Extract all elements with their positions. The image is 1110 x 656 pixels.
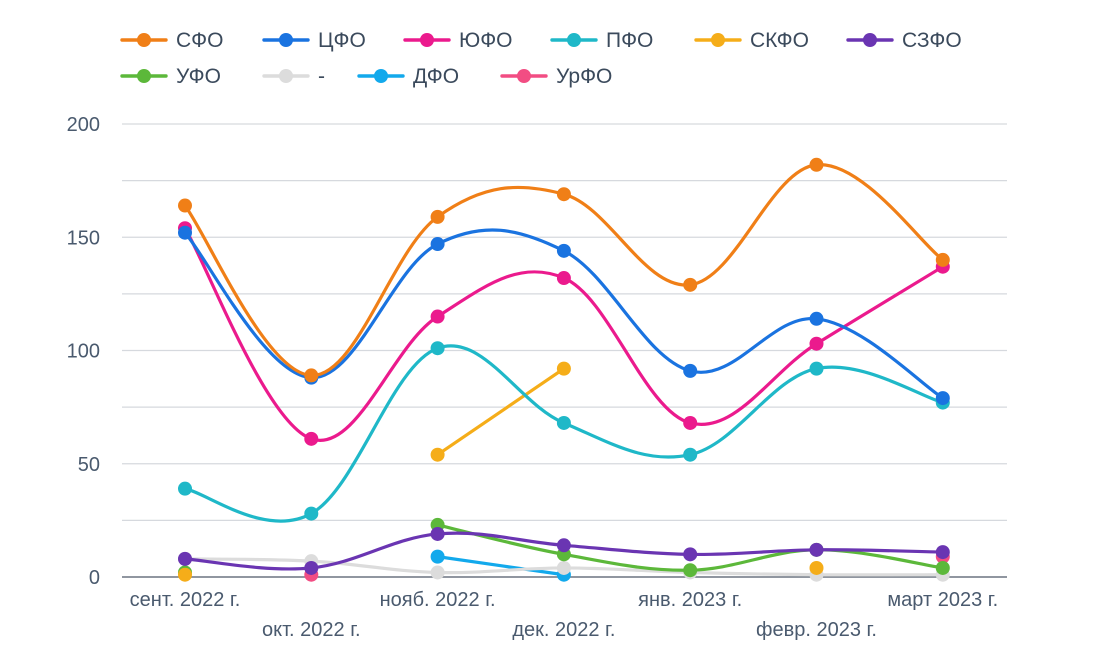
- data-point: [809, 311, 824, 326]
- data-point: [683, 547, 698, 562]
- data-point: [304, 431, 319, 446]
- legend-item[interactable]: ЮФО: [403, 29, 513, 52]
- data-point: [178, 198, 192, 213]
- legend-item[interactable]: СЗФО: [846, 29, 962, 52]
- data-point: [683, 563, 698, 578]
- legend-label: УФО: [176, 65, 221, 88]
- legend-marker: [567, 33, 581, 47]
- x-tick-label: сент. 2022 г.: [130, 589, 241, 611]
- legend-label: ЦФО: [318, 29, 366, 52]
- x-tick-label: окт. 2022 г.: [262, 619, 361, 641]
- series-ЦФО: [178, 225, 950, 406]
- legend-label: СФО: [176, 29, 223, 52]
- legend-item[interactable]: СФО: [120, 29, 223, 52]
- data-point: [430, 237, 445, 252]
- legend: СФО ЦФО ЮФО ПФО СКФО СЗФО УФО - ДФО УрФО: [120, 29, 962, 88]
- series-line: [183, 226, 945, 442]
- data-point: [556, 361, 571, 376]
- data-point: [178, 567, 192, 582]
- data-point: [304, 560, 319, 575]
- data-point: [935, 560, 950, 575]
- data-point: [556, 187, 571, 202]
- y-tick-label: 200: [67, 114, 100, 136]
- data-point: [683, 447, 698, 462]
- data-point: [430, 209, 445, 224]
- data-point: [430, 565, 445, 580]
- data-point: [935, 391, 950, 406]
- data-point: [935, 545, 950, 560]
- data-point: [178, 225, 192, 240]
- data-point: [683, 415, 698, 430]
- y-tick-label: 150: [67, 227, 100, 249]
- legend-label: ПФО: [606, 29, 653, 52]
- y-tick-label: 0: [89, 567, 100, 589]
- data-point: [556, 271, 571, 286]
- data-point: [809, 361, 824, 376]
- x-tick-label: дек. 2022 г.: [512, 619, 615, 641]
- data-point: [430, 447, 445, 462]
- data-point: [556, 538, 571, 553]
- legend-item[interactable]: УрФО: [500, 65, 612, 88]
- data-point: [683, 363, 698, 378]
- legend-label: ДФО: [413, 65, 459, 88]
- data-point: [178, 481, 192, 496]
- data-point: [683, 277, 698, 292]
- x-tick-label: нояб. 2022 г.: [380, 589, 496, 611]
- x-axis: сент. 2022 г. окт. 2022 г. нояб. 2022 г. де…: [130, 589, 999, 641]
- data-point: [430, 341, 445, 356]
- legend-label: -: [318, 65, 325, 88]
- legend-marker: [420, 33, 434, 47]
- legend-item[interactable]: ЦФО: [262, 29, 366, 52]
- y-tick-label: 100: [67, 341, 100, 363]
- series-line: [436, 555, 566, 577]
- legend-label: ЮФО: [459, 29, 513, 52]
- data-point: [304, 506, 319, 521]
- legend-item[interactable]: ДФО: [357, 65, 459, 88]
- data-point: [556, 243, 571, 258]
- x-tick-label: февр. 2023 г.: [756, 619, 877, 641]
- x-tick-label: янв. 2023 г.: [638, 589, 742, 611]
- legend-label: СЗФО: [902, 29, 962, 52]
- x-tick-label: март 2023 г.: [887, 589, 998, 611]
- series-СЗФО: [178, 526, 950, 575]
- data-point: [430, 526, 445, 541]
- series-СФО: [178, 157, 950, 383]
- legend-marker: [711, 33, 725, 47]
- series-СКФО: [178, 361, 824, 582]
- data-point: [809, 542, 824, 557]
- data-point: [935, 252, 950, 267]
- legend-item[interactable]: УФО: [120, 65, 221, 88]
- legend-item[interactable]: ПФО: [550, 29, 653, 52]
- legend-marker: [279, 69, 293, 83]
- legend-marker: [137, 69, 151, 83]
- data-point: [430, 309, 445, 324]
- y-tick-label: 50: [78, 454, 100, 476]
- legend-marker: [374, 69, 388, 83]
- legend-marker: [863, 33, 877, 47]
- data-point: [809, 560, 824, 575]
- data-point: [430, 549, 445, 564]
- data-point: [809, 157, 824, 172]
- y-axis: 0 50 100 150 200: [67, 114, 100, 589]
- series-ЮФО: [178, 221, 950, 446]
- legend-marker: [517, 69, 531, 83]
- series-group: [178, 157, 950, 582]
- legend-item[interactable]: -: [262, 65, 325, 88]
- legend-label: СКФО: [750, 29, 809, 52]
- legend-item[interactable]: СКФО: [694, 29, 809, 52]
- data-point: [556, 560, 571, 575]
- legend-marker: [137, 33, 151, 47]
- data-point: [809, 336, 824, 351]
- data-point: [178, 551, 192, 566]
- series-line: [436, 367, 566, 457]
- series-ПФО: [178, 341, 950, 523]
- legend-label: УрФО: [556, 65, 612, 88]
- legend-marker: [279, 33, 293, 47]
- data-point: [304, 368, 319, 383]
- data-point: [556, 415, 571, 430]
